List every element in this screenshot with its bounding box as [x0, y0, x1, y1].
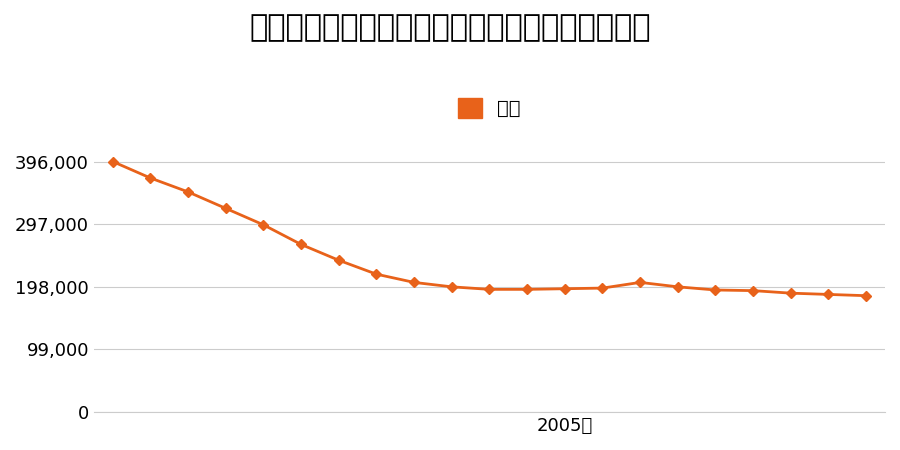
Text: 大阪府大阪市淡川区新高１丁目３８番の地価推移: 大阪府大阪市淡川区新高１丁目３８番の地価推移 [249, 14, 651, 42]
Legend: 価格: 価格 [451, 90, 528, 126]
